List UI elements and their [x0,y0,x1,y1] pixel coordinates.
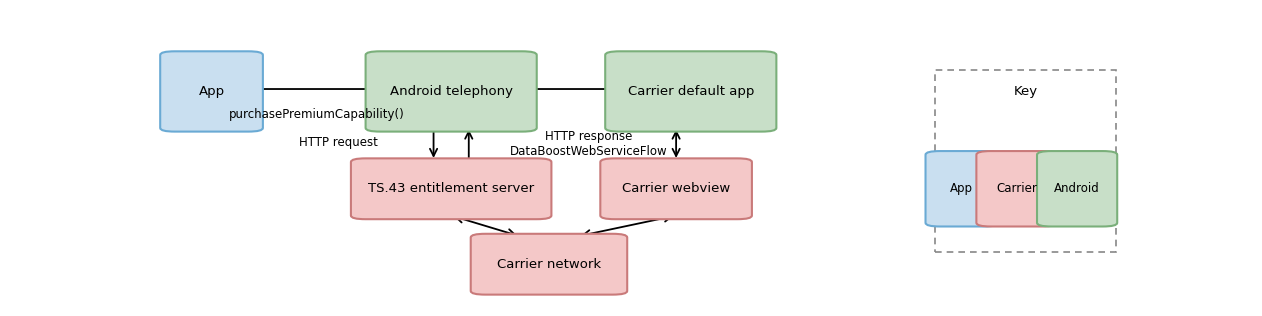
Text: Key: Key [1015,85,1039,98]
FancyBboxPatch shape [601,158,752,219]
Text: purchasePremiumCapability(): purchasePremiumCapability() [230,108,405,121]
Text: Android telephony: Android telephony [390,85,512,98]
FancyBboxPatch shape [977,151,1056,227]
FancyBboxPatch shape [471,234,627,295]
Text: Carrier network: Carrier network [497,258,601,271]
Text: App: App [950,182,973,195]
Text: App: App [198,85,225,98]
Text: Android: Android [1054,182,1100,195]
FancyBboxPatch shape [925,151,998,227]
Text: TS.43 entitlement server: TS.43 entitlement server [369,182,534,195]
FancyBboxPatch shape [351,158,551,219]
FancyBboxPatch shape [366,51,536,131]
Text: Carrier: Carrier [996,182,1037,195]
FancyBboxPatch shape [160,51,262,131]
FancyBboxPatch shape [1037,151,1117,227]
FancyBboxPatch shape [606,51,776,131]
Text: HTTP response
DataBoostWebServiceFlow: HTTP response DataBoostWebServiceFlow [510,130,668,158]
Text: HTTP request: HTTP request [299,136,377,149]
Bar [935,70,1117,252]
Text: Carrier default app: Carrier default app [627,85,753,98]
Text: Carrier webview: Carrier webview [622,182,731,195]
